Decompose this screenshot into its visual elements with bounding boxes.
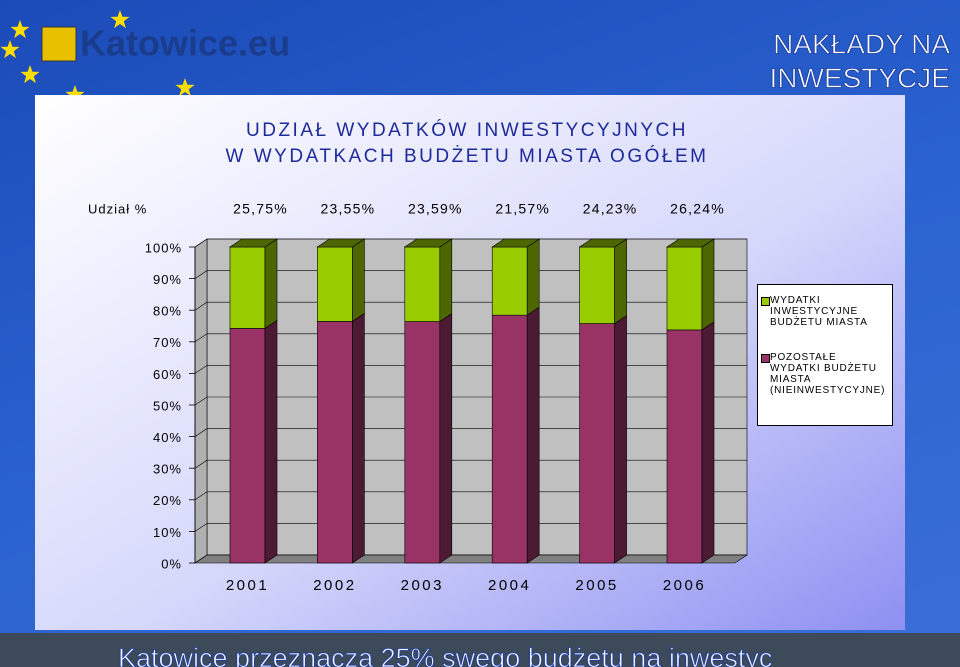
y-tick-label: 10%: [153, 525, 182, 540]
bar-front: [317, 246, 353, 322]
grid-line: [194, 491, 747, 501]
legend-swatch: [761, 354, 770, 363]
y-tick-label: 50%: [153, 398, 182, 413]
y-tick-label: 100%: [145, 240, 182, 255]
photo-strip: [0, 633, 960, 667]
bar-side: [701, 321, 715, 564]
bar-top: [666, 238, 715, 248]
bar-segment: [316, 238, 366, 322]
bar-front: [666, 246, 703, 331]
y-tick-label: 70%: [153, 335, 182, 350]
bar-front: [229, 328, 266, 564]
bar-segment: [403, 238, 453, 323]
grid-line: [194, 428, 747, 437]
bar-top: [491, 238, 541, 248]
bar-side: [439, 312, 453, 564]
legend: WYDATKI INWESTYCYJNE BUDŻETU MIASTA POZOS…: [757, 284, 893, 426]
grid-line: [194, 270, 747, 279]
bar-top: [316, 238, 366, 248]
bar-segment: [666, 321, 715, 564]
x-tick-label: 2002: [313, 577, 356, 594]
value-label: 21,57%: [495, 201, 550, 217]
bar-side: [526, 306, 540, 564]
bar-front: [579, 323, 615, 564]
bar-side: [701, 238, 715, 331]
legend-label: POZOSTAŁE WYDATKI BUDŻETU MIASTA (NIEINW…: [770, 352, 886, 396]
bar-side: [352, 312, 365, 564]
bar-side: [614, 315, 627, 564]
bar-top: [229, 238, 278, 248]
value-label: 24,23%: [583, 201, 638, 217]
legend-swatch: [761, 297, 770, 306]
grid-line: [194, 523, 747, 532]
legend-item: POZOSTAŁE WYDATKI BUDŻETU MIASTA (NIEINW…: [761, 352, 888, 396]
value-label: 23,55%: [321, 201, 376, 217]
bar-segment: [229, 238, 278, 329]
bar-segment: [317, 312, 365, 564]
grid-line: [194, 365, 747, 374]
x-tick-label: 2004: [488, 577, 531, 594]
value-label: 25,75%: [233, 201, 288, 217]
logo: Katowice.eu: [80, 23, 290, 64]
section-title: NAKŁADY NA: [773, 28, 950, 59]
x-tick-label: 2006: [663, 577, 706, 594]
x-tick-label: 2005: [575, 577, 618, 594]
section-title: INWESTYCJE: [770, 62, 950, 93]
bar-segment: [229, 319, 278, 564]
chart-title: W WYDATKACH BUDŻETU MIASTA OGÓŁEM: [226, 145, 709, 167]
y-tick-label: 40%: [153, 430, 182, 445]
legend-label: WYDATKI INWESTYCYJNE BUDŻETU MIASTA: [770, 295, 868, 328]
y-tick-label: 30%: [153, 462, 182, 477]
bar-front: [404, 321, 441, 564]
footer-caption: Katowice przeznacza 25% swego budżetu na…: [118, 643, 772, 667]
bar-side: [614, 238, 627, 325]
bar-front: [317, 321, 353, 564]
value-label: 26,24%: [670, 201, 725, 217]
value-label: 23,59%: [408, 201, 463, 217]
y-tick-label: 20%: [153, 493, 182, 508]
grid-line: [194, 333, 747, 343]
bar-side: [352, 238, 365, 322]
chart-title: UDZIAŁ WYDATKÓW INWESTYCYJNYCH: [246, 119, 688, 141]
grid-line: [194, 396, 747, 406]
bar-side: [264, 319, 278, 564]
bar-top: [578, 238, 628, 248]
bar-front: [666, 329, 703, 564]
floor: [194, 554, 748, 564]
grid-line: [194, 238, 747, 248]
legend-item: WYDATKI INWESTYCYJNE BUDŻETU MIASTA: [761, 295, 888, 328]
grid-line: [194, 554, 747, 564]
bar-segment: [666, 238, 715, 331]
bar-side: [526, 238, 540, 316]
bar-segment: [579, 315, 627, 564]
bar-segment: [578, 238, 628, 325]
bar-side: [264, 238, 278, 329]
y-tick-label: 0%: [161, 556, 182, 571]
bar-segment: [404, 312, 453, 564]
bar-top: [403, 238, 453, 248]
value-label-title: Udział %: [88, 201, 147, 216]
bar-front: [491, 246, 528, 316]
grid-line: [194, 301, 747, 311]
logo-emblem: [41, 26, 77, 62]
bar-front: [579, 246, 615, 324]
bar-segment: [491, 306, 540, 564]
grid-line: [194, 459, 747, 469]
y-tick-label: 60%: [153, 367, 182, 382]
bar-side: [439, 238, 453, 323]
y-tick-label: 90%: [153, 272, 182, 287]
y-tick-label: 80%: [153, 304, 182, 319]
bar-front: [491, 314, 528, 564]
bar-front: [404, 246, 441, 322]
x-tick-label: 2001: [226, 577, 269, 594]
bar-segment: [491, 238, 541, 316]
x-tick-label: 2003: [401, 577, 444, 594]
bar-front: [229, 246, 266, 329]
